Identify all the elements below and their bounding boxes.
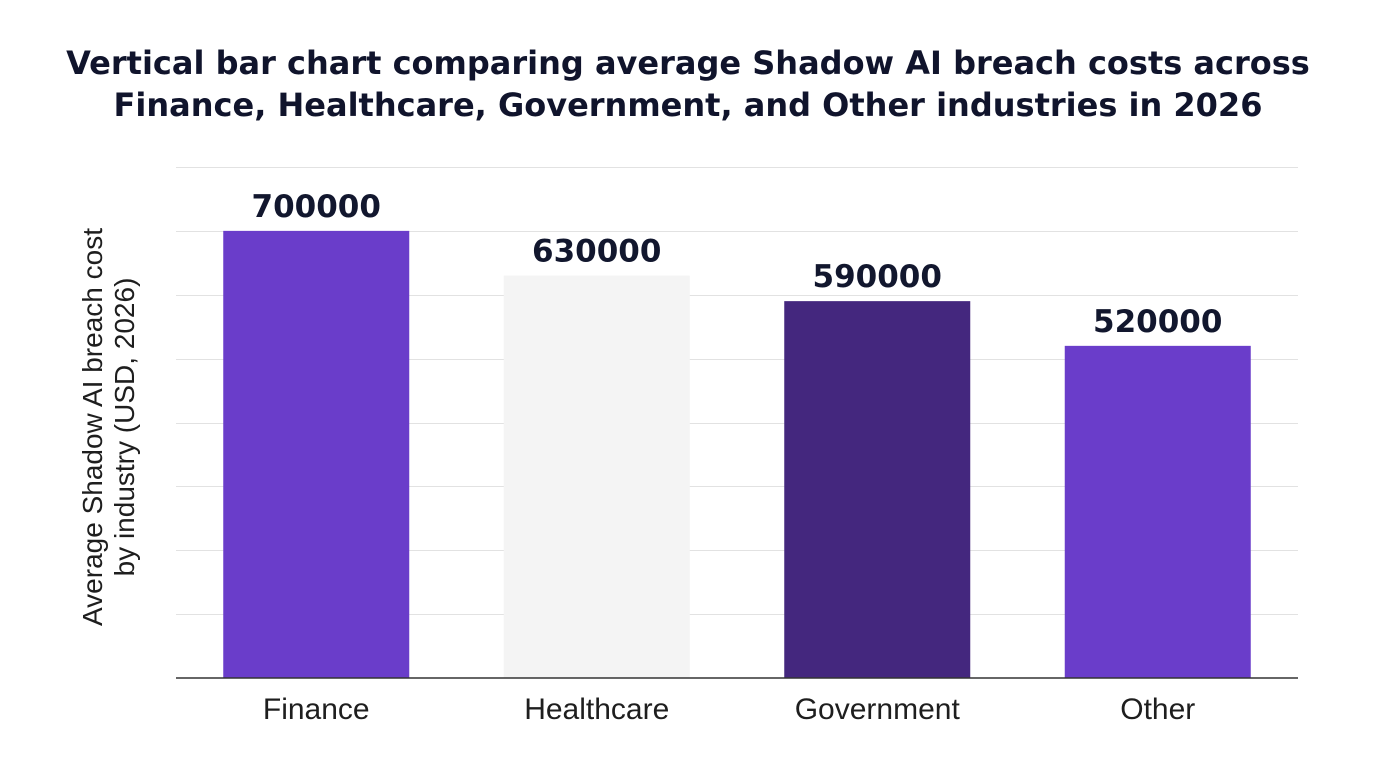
bar-value-label-government: 590000 (813, 259, 942, 295)
bar-value-label-finance: 700000 (252, 189, 381, 225)
y-axis-label-line-2: by industry (USD, 2026) (109, 278, 140, 577)
y-axis-label-line-1: Average Shadow AI breach cost (77, 228, 108, 626)
bar-government (784, 301, 971, 678)
x-tick-label-other: Other (1120, 693, 1195, 726)
bar-value-label-healthcare: 630000 (532, 234, 661, 270)
bar-healthcare (503, 275, 690, 678)
y-axis-label: Average Shadow AI breach costby industry… (77, 228, 140, 626)
bars (223, 230, 1251, 678)
x-tick-labels: Finance Healthcare Government Other (263, 693, 1195, 726)
x-tick-label-finance: Finance (263, 693, 370, 726)
chart-title: Vertical bar chart comparing average Sha… (0, 42, 1376, 126)
bar-other (1064, 345, 1251, 678)
x-tick-label-government: Government (795, 693, 961, 726)
x-tick-label-healthcare: Healthcare (524, 693, 669, 726)
chart-title-line-2: Finance, Healthcare, Government, and Oth… (113, 86, 1263, 124)
bar-value-labels: 700000 630000 590000 520000 (252, 189, 1223, 340)
chart-title-line-1: Vertical bar chart comparing average Sha… (66, 44, 1310, 82)
bar-finance (223, 230, 410, 678)
bar-value-label-other: 520000 (1093, 304, 1222, 340)
